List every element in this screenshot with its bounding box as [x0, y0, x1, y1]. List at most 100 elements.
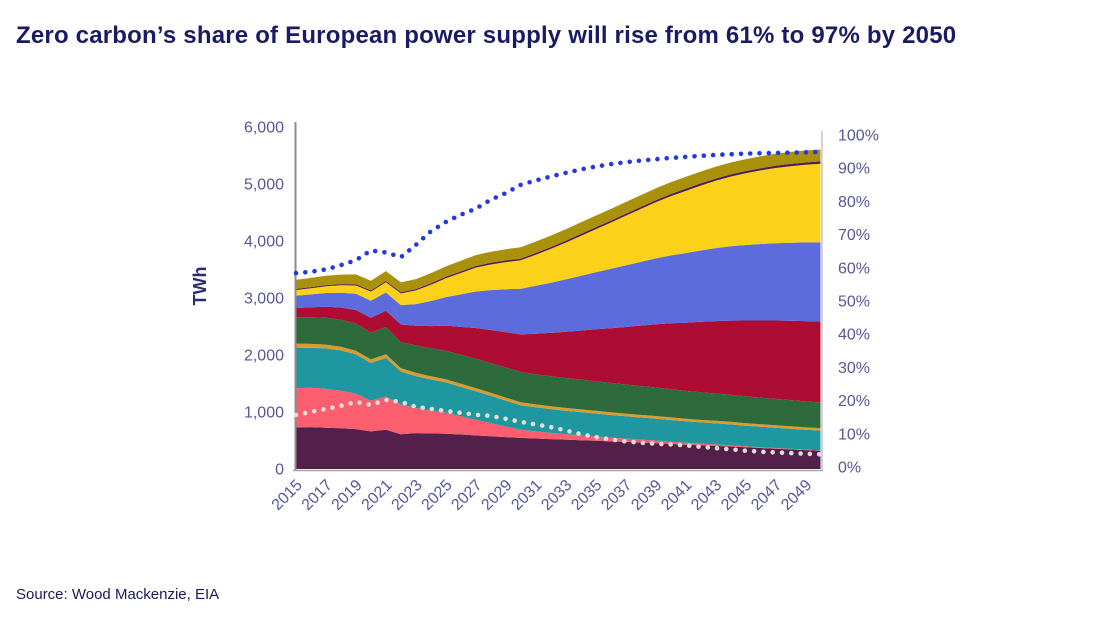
dotted-blue-zero-carbon-share-dot [518, 182, 523, 188]
dotted-blue-zero-carbon-share-dot [339, 262, 344, 268]
dotted-blue-zero-carbon-share-dot [527, 180, 532, 185]
x-tick-label: 2023 [389, 477, 426, 514]
y-axis-title: TWh [190, 267, 210, 306]
dotted-blue-zero-carbon-share-dot [414, 242, 419, 247]
dotted-light-share-dot [751, 449, 757, 454]
dotted-light-share-dot [411, 403, 416, 409]
y-right-tick-label: 10% [838, 426, 870, 443]
dotted-blue-zero-carbon-share-dot [645, 157, 651, 163]
dotted-light-share-dot [475, 412, 481, 418]
x-tick-label: 2037 [598, 477, 635, 514]
area-layer-6-crimson [296, 306, 821, 403]
y-right-tick-label: 50% [838, 294, 870, 311]
dotted-light-share-dot [696, 444, 701, 449]
area-layer-10-olive [296, 149, 821, 293]
dotted-blue-zero-carbon-share-dot [572, 168, 577, 174]
dotted-blue-zero-carbon-share-dot [460, 211, 465, 217]
dotted-blue-zero-carbon-share-dot [766, 150, 772, 156]
x-tick-label: 2041 [658, 477, 695, 514]
dotted-blue-zero-carbon-share-dot [493, 195, 499, 200]
dotted-blue-zero-carbon-share [293, 149, 818, 276]
dotted-light-share-dot [612, 437, 618, 443]
dotted-light-share-dot [733, 447, 738, 453]
x-tick-label: 2025 [419, 477, 456, 514]
dotted-blue-zero-carbon-share-dot [608, 161, 614, 167]
x-tick-label: 2049 [778, 477, 815, 514]
dotted-light-share-dot [576, 431, 581, 436]
area-layer-8-yellow [296, 163, 821, 306]
dotted-light-share-dot [687, 443, 692, 449]
dotted-blue-zero-carbon-share-dot [348, 259, 353, 265]
dotted-blue-zero-carbon-share-dot [312, 268, 317, 274]
dotted-light-share-dot [714, 445, 720, 451]
y-left-tick-label: 6,000 [244, 120, 284, 137]
dotted-light-share-dot [807, 451, 813, 457]
dotted-blue-zero-carbon-share-dot [330, 265, 336, 270]
x-tick-label: 2047 [748, 477, 785, 514]
y-left-tick-label: 1,000 [244, 405, 284, 422]
dotted-light-share-dot [466, 411, 472, 417]
dotted-light-share-dot [393, 398, 399, 404]
dotted-blue-zero-carbon-share-dot [545, 175, 550, 180]
dotted-blue-zero-carbon-share-dot [427, 229, 433, 235]
dotted-light-share-dot [402, 400, 408, 406]
y-right-tick-label: 80% [838, 194, 870, 211]
area-layer-2-pink [296, 387, 821, 451]
dotted-light-share-dot [438, 408, 444, 413]
dotted-blue-zero-carbon-share-dot [785, 150, 790, 155]
dotted-blue-zero-carbon-share-dot [364, 250, 370, 256]
dotted-blue-zero-carbon-share-dot [775, 150, 781, 156]
x-tick-label: 2021 [359, 477, 396, 514]
dotted-light-share-dot [384, 397, 389, 403]
y-right-tick-label: 60% [838, 260, 870, 277]
dotted-blue-zero-carbon-share-dot [382, 250, 387, 255]
dotted-blue-zero-carbon-share-dot [399, 253, 405, 259]
dotted-blue-zero-carbon-share-dot [443, 219, 449, 225]
dotted-blue-zero-carbon-share-dot [636, 158, 642, 164]
dotted-blue-zero-carbon-share-dot [747, 151, 753, 156]
dotted-blue-zero-carbon-share-dot [701, 153, 707, 158]
dotted-blue-zero-carbon-share-dot [590, 164, 596, 170]
x-tick-label: 2017 [299, 477, 336, 514]
y-left-tick-label: 5,000 [244, 177, 284, 194]
dotted-blue-zero-carbon-share-dot [738, 151, 744, 157]
dotted-blue-zero-carbon-share-dot [406, 248, 412, 253]
dotted-blue-zero-carbon-share-dot [563, 170, 568, 176]
x-tick-label: 2027 [448, 477, 485, 514]
dotted-blue-zero-carbon-share-dot [803, 150, 809, 155]
dotted-blue-zero-carbon-share-dot [293, 270, 299, 276]
dotted-blue-zero-carbon-share-dot [536, 177, 541, 183]
dotted-blue-zero-carbon-share-dot [510, 187, 515, 192]
dotted-light-share-dot [339, 403, 344, 409]
y-right-tick-label: 0% [838, 460, 861, 477]
dotted-light-share-dot [530, 421, 536, 427]
dotted-blue-zero-carbon-share-dot [554, 172, 559, 178]
dotted-light-share-dot [330, 405, 335, 410]
dotted-light-share-dot [539, 423, 545, 428]
dotted-light-share-dot [348, 401, 353, 406]
dotted-blue-zero-carbon-share-dot [813, 149, 818, 155]
dotted-blue-zero-carbon-share-dot [303, 270, 308, 275]
x-tick-label: 2015 [269, 477, 306, 514]
y-right-tick-label: 90% [838, 161, 870, 178]
dotted-light-share-dot [770, 450, 775, 455]
area-layer-1-dark-plum [296, 427, 821, 469]
dotted-blue-zero-carbon-share-dot [356, 255, 362, 261]
dotted-blue-zero-carbon-share-dot [581, 166, 586, 172]
dotted-light-share-dot [357, 400, 362, 406]
dotted-light-share-dot [705, 445, 711, 450]
chart-title: Zero carbon’s share of European power su… [16, 22, 957, 49]
dotted-light-share-dot [293, 412, 299, 418]
dotted-light-share-dot [558, 427, 563, 432]
dotted-blue-zero-carbon-share-dot [468, 208, 474, 213]
dotted-light-share-dot [816, 452, 822, 457]
dotted-blue-zero-carbon-share-dot [757, 151, 762, 156]
dotted-blue-zero-carbon-share-dot [477, 204, 482, 209]
area-layer-3-teal [296, 347, 821, 451]
x-tick-label: 2035 [568, 477, 605, 514]
x-tick-label: 2019 [329, 477, 366, 514]
x-tick-label: 2043 [688, 477, 725, 514]
y-right-tick-label: 100% [838, 128, 879, 145]
y-left-tick-label: 0 [275, 462, 284, 479]
